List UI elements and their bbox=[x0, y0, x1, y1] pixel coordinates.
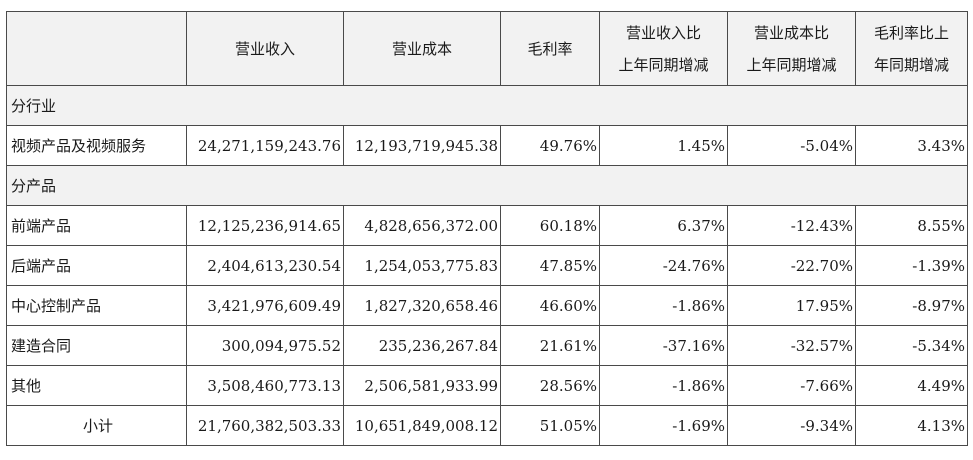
subtotal-row: 小计 21,760,382,503.33 10,651,849,008.12 51.0… bbox=[6, 405, 968, 446]
header-margin-change: 毛利率比上年同期增减 bbox=[855, 11, 968, 86]
header-cost-change: 营业成本比上年同期增减 bbox=[727, 11, 856, 86]
table-row: 其他 3,508,460,773.13 2,506,581,933.99 28.56%… bbox=[6, 365, 968, 406]
margin-change-cell: 4.13% bbox=[855, 405, 968, 446]
header-revenue: 营业收入 bbox=[186, 11, 344, 86]
revenue-table: 营业收入 营业成本 毛利率 营业收入比 上年同期增减 营业成本比 上年同期增减 毛利率比上 年同… bbox=[6, 11, 968, 446]
section-row: 分行业 bbox=[6, 85, 968, 126]
revenue-change-cell: -1.86% bbox=[599, 365, 728, 406]
header-revenue-change: 营业收入比上年同期增减 bbox=[599, 11, 728, 86]
header-blank bbox=[6, 11, 187, 86]
row-label: 视频产品及视频服务 bbox=[6, 125, 187, 166]
cost-change-cell: -22.70% bbox=[727, 245, 856, 286]
row-label: 中心控制产品 bbox=[6, 285, 187, 326]
margin-change-cell: 8.55% bbox=[855, 205, 968, 246]
gross-margin-cell: 21.61% bbox=[500, 325, 600, 366]
revenue-cell: 24,271,159,243.76 bbox=[186, 125, 344, 166]
table-row: 前端产品 12,125,236,914.65 4,828,656,372.00 60.… bbox=[6, 205, 968, 246]
section-label: 分行业 bbox=[6, 85, 968, 126]
header-text-line: 营业成本比 bbox=[753, 23, 829, 42]
row-label: 其他 bbox=[6, 365, 187, 406]
header-text-line: 年同期增减 bbox=[873, 55, 949, 74]
header-text-line: 上年同期增减 bbox=[618, 55, 709, 74]
cost-change-cell: -12.43% bbox=[727, 205, 856, 246]
gross-margin-cell: 28.56% bbox=[500, 365, 600, 406]
margin-change-cell: -8.97% bbox=[855, 285, 968, 326]
section-label: 分产品 bbox=[6, 165, 968, 206]
cost-cell: 12,193,719,945.38 bbox=[343, 125, 501, 166]
header-text-line: 毛利率 bbox=[527, 39, 573, 58]
revenue-cell: 12,125,236,914.65 bbox=[186, 205, 344, 246]
row-label: 建造合同 bbox=[6, 325, 187, 366]
cost-cell: 235,236,267.84 bbox=[343, 325, 501, 366]
margin-change-cell: 3.43% bbox=[855, 125, 968, 166]
table-header: 营业收入 营业成本 毛利率 营业收入比 上年同期增减 营业成本比 上年同期增减 毛利率比上 年同… bbox=[6, 11, 968, 86]
table-body: 分行业 视频产品及视频服务 24,271,159,243.76 12,193,719,… bbox=[6, 85, 968, 446]
row-label: 前端产品 bbox=[6, 205, 187, 246]
cost-cell: 4,828,656,372.00 bbox=[343, 205, 501, 246]
cost-cell: 1,254,053,775.83 bbox=[343, 245, 501, 286]
cost-change-cell: -5.04% bbox=[727, 125, 856, 166]
cost-change-cell: -7.66% bbox=[727, 365, 856, 406]
revenue-change-cell: -24.76% bbox=[599, 245, 728, 286]
revenue-change-cell: -1.86% bbox=[599, 285, 728, 326]
margin-change-cell: 4.49% bbox=[855, 365, 968, 406]
revenue-cell: 3,421,976,609.49 bbox=[186, 285, 344, 326]
cost-change-cell: -9.34% bbox=[727, 405, 856, 446]
header-cost: 营业成本 bbox=[343, 11, 501, 86]
section-row: 分产品 bbox=[6, 165, 968, 206]
gross-margin-cell: 51.05% bbox=[500, 405, 600, 446]
margin-change-cell: -1.39% bbox=[855, 245, 968, 286]
revenue-cell: 300,094,975.52 bbox=[186, 325, 344, 366]
cost-cell: 2,506,581,933.99 bbox=[343, 365, 501, 406]
gross-margin-cell: 49.76% bbox=[500, 125, 600, 166]
revenue-change-cell: -1.69% bbox=[599, 405, 728, 446]
header-text-line: 上年同期增减 bbox=[746, 55, 837, 74]
cost-cell: 1,827,320,658.46 bbox=[343, 285, 501, 326]
header-row: 营业收入 营业成本 毛利率 营业收入比 上年同期增减 营业成本比 上年同期增减 毛利率比上 年同… bbox=[6, 11, 968, 86]
row-label: 后端产品 bbox=[6, 245, 187, 286]
table-row: 中心控制产品 3,421,976,609.49 1,827,320,658.46 46… bbox=[6, 285, 968, 326]
cost-cell: 10,651,849,008.12 bbox=[343, 405, 501, 446]
revenue-cell: 21,760,382,503.33 bbox=[186, 405, 344, 446]
table-row: 建造合同 300,094,975.52 235,236,267.84 21.61% -3… bbox=[6, 325, 968, 366]
header-text-line: 营业收入 bbox=[234, 39, 295, 58]
header-gross-margin: 毛利率 bbox=[500, 11, 600, 86]
gross-margin-cell: 60.18% bbox=[500, 205, 600, 246]
table-row: 后端产品 2,404,613,230.54 1,254,053,775.83 47.8… bbox=[6, 245, 968, 286]
margin-change-cell: -5.34% bbox=[855, 325, 968, 366]
row-label: 小计 bbox=[6, 405, 187, 446]
gross-margin-cell: 46.60% bbox=[500, 285, 600, 326]
revenue-change-cell: -37.16% bbox=[599, 325, 728, 366]
revenue-change-cell: 1.45% bbox=[599, 125, 728, 166]
revenue-table-container: 营业收入 营业成本 毛利率 营业收入比 上年同期增减 营业成本比 上年同期增减 毛利率比上 年同… bbox=[6, 11, 968, 446]
revenue-change-cell: 6.37% bbox=[599, 205, 728, 246]
header-text-line: 毛利率比上 bbox=[873, 23, 949, 42]
gross-margin-cell: 47.85% bbox=[500, 245, 600, 286]
revenue-cell: 2,404,613,230.54 bbox=[186, 245, 344, 286]
header-text-line: 营业收入比 bbox=[625, 23, 701, 42]
table-row: 视频产品及视频服务 24,271,159,243.76 12,193,719,945… bbox=[6, 125, 968, 166]
cost-change-cell: 17.95% bbox=[727, 285, 856, 326]
cost-change-cell: -32.57% bbox=[727, 325, 856, 366]
header-text-line: 营业成本 bbox=[391, 39, 452, 58]
revenue-cell: 3,508,460,773.13 bbox=[186, 365, 344, 406]
